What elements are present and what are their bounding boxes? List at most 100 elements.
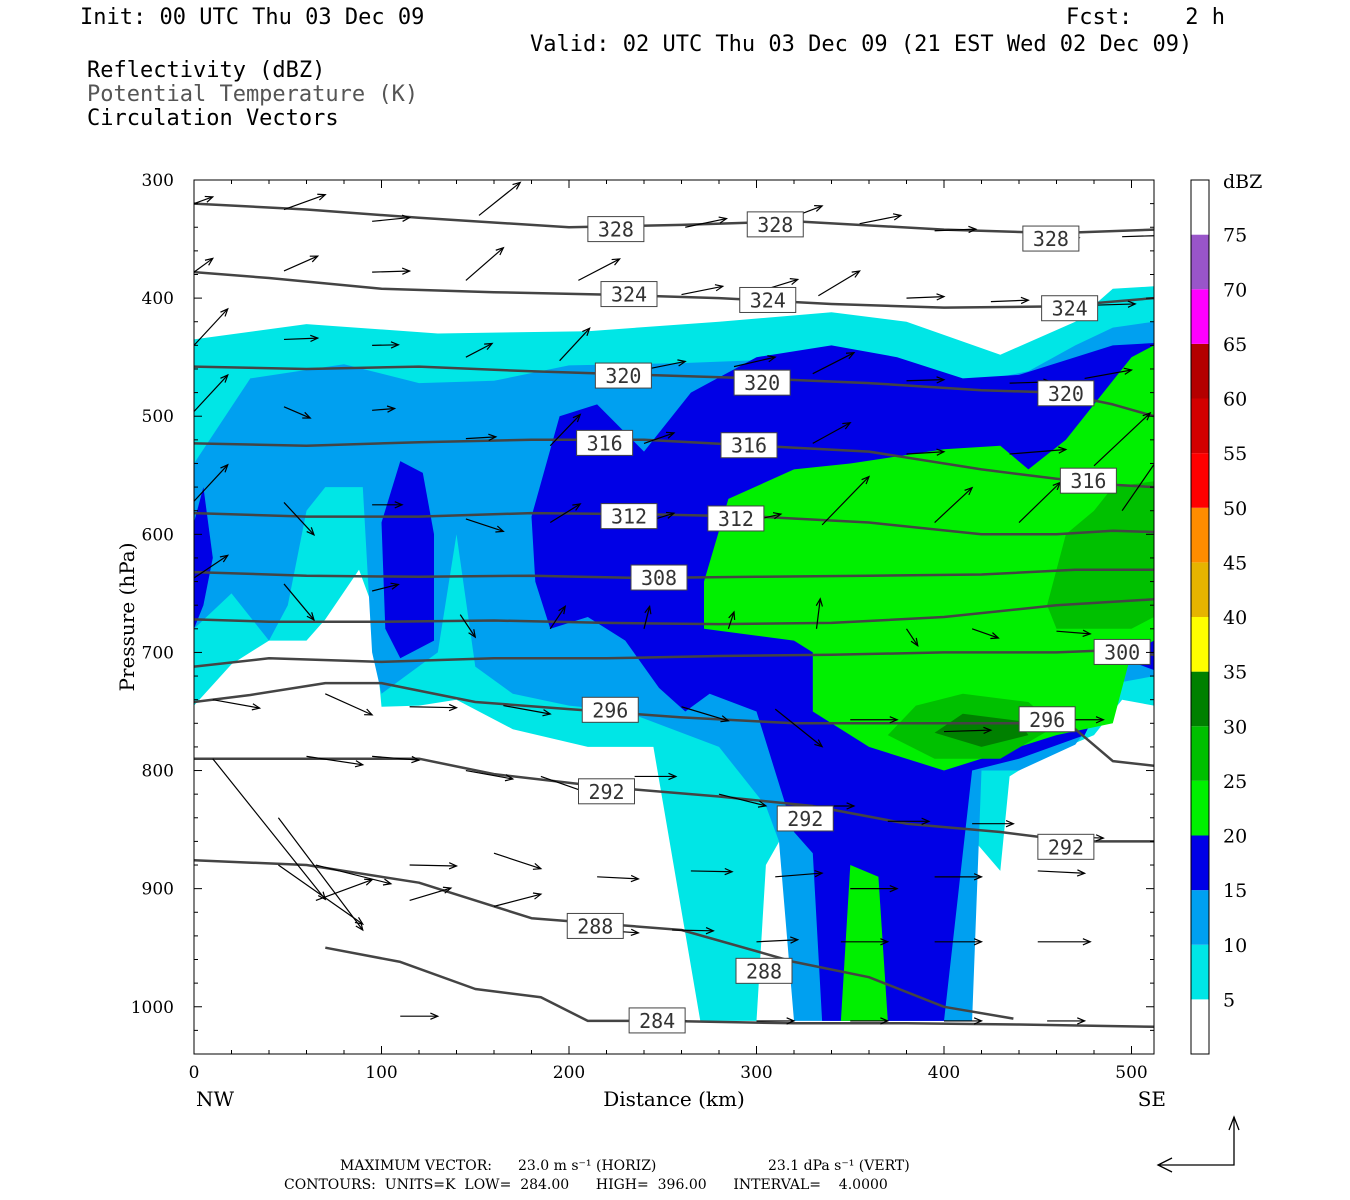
circulation-vector <box>465 246 505 281</box>
contour-label-text: 320 <box>605 364 641 388</box>
contour-label-324: 324 <box>600 281 658 308</box>
circulation-vector <box>503 704 552 717</box>
reflectivity-region-25dbz <box>1047 481 1154 629</box>
vector-head <box>880 938 890 946</box>
circulation-vector <box>459 614 477 639</box>
circulation-vector-layer <box>194 181 1154 1025</box>
vector-shaft <box>1093 412 1151 467</box>
contour-label-box <box>1041 295 1099 322</box>
x-tick-label: 200 <box>553 1063 585 1083</box>
vector-head <box>1077 1017 1087 1025</box>
y-tick-label: 900 <box>142 880 174 900</box>
circulation-vector <box>681 706 730 723</box>
circulation-vector <box>934 873 984 881</box>
vector-shaft <box>578 258 620 281</box>
vector-head <box>394 501 404 509</box>
colorbar-tick-label: 15 <box>1223 880 1247 902</box>
colorbar: 5 10 15 20 25 30 35 40 45 50 55 60 65 70 75 dBZ <box>1190 171 1262 1055</box>
vector-head <box>814 204 824 212</box>
vector-head <box>936 448 946 456</box>
forecast-hour: Fcst: 2 h <box>1066 5 1225 30</box>
contour-label-text: 328 <box>757 213 793 237</box>
vector-head <box>968 225 978 234</box>
contour-label-text: 312 <box>718 507 754 531</box>
contour-label-328: 328 <box>587 216 645 243</box>
circulation-vector <box>775 870 824 878</box>
vector-head <box>386 405 397 413</box>
vector-head <box>504 774 515 782</box>
vector-shaft <box>325 693 373 716</box>
circulation-vector <box>906 376 946 384</box>
contour-label-text: 288 <box>746 959 782 983</box>
vector-shaft <box>372 344 399 346</box>
contour-label-text: 296 <box>1029 708 1065 732</box>
vector-head <box>630 874 640 883</box>
vector-head <box>630 928 640 937</box>
vector-head <box>842 422 852 430</box>
vector-shaft <box>478 181 521 216</box>
circulation-vector <box>371 582 400 592</box>
circulation-vector <box>578 258 621 281</box>
vector-shaft <box>1056 630 1091 635</box>
vector-head <box>310 334 320 343</box>
contour-label-box <box>1093 638 1151 665</box>
circulation-vector <box>315 864 393 886</box>
vector-shaft <box>971 628 999 639</box>
contour-label-text: 316 <box>587 431 623 455</box>
vector-head <box>845 351 856 360</box>
vector-shaft <box>409 706 457 709</box>
x-axis-label: Distance (km) <box>603 1087 745 1111</box>
circulation-vector <box>283 583 315 622</box>
colorbar-tick-label: 60 <box>1223 389 1247 411</box>
circulation-vector <box>549 413 582 447</box>
vector-shaft <box>278 864 364 925</box>
circulation-vector <box>1122 235 1154 238</box>
circulation-vector <box>990 296 1030 305</box>
circulation-vector <box>278 864 365 925</box>
theta-contour-328 <box>194 202 1154 235</box>
colorbar-swatch <box>1191 289 1209 344</box>
vector-shaft <box>465 247 504 281</box>
colorbar-swatch <box>1191 726 1209 781</box>
vector-head <box>1142 411 1152 421</box>
circulation-vector <box>944 1017 984 1025</box>
contour-label-312: 312 <box>707 505 765 532</box>
vector-shaft <box>194 308 229 346</box>
vector-shaft <box>690 870 733 873</box>
vector-head <box>880 1017 890 1025</box>
colorbar-tick-label: 75 <box>1223 225 1247 247</box>
vector-head <box>892 213 903 221</box>
contour-label-layer: 328 328 328 324 324 324 320 320 320 316 316 316 312 3… <box>566 211 1151 1034</box>
circulation-vector <box>194 195 215 205</box>
vector-shaft <box>194 554 229 579</box>
circulation-vector <box>194 463 229 502</box>
y-tick-label: 700 <box>142 643 174 663</box>
contour-label-296: 296 <box>1018 706 1076 733</box>
contour-label-text: 328 <box>1033 227 1069 251</box>
vector-shaft <box>821 476 870 526</box>
vector-head <box>644 604 652 615</box>
contour-label-box <box>707 505 765 532</box>
vector-head <box>921 817 931 825</box>
x-tick-label: 100 <box>365 1063 397 1083</box>
vector-head <box>411 755 421 764</box>
circulation-vector <box>1037 869 1087 877</box>
circulation-vector <box>478 181 522 216</box>
vector-head <box>728 610 736 620</box>
circulation-vector <box>372 267 412 275</box>
vector-shaft <box>1018 482 1061 523</box>
circulation-vector <box>194 307 229 346</box>
vector-shaft <box>812 422 851 444</box>
circulation-vector <box>1056 629 1092 637</box>
contour-label-text: 312 <box>611 505 647 529</box>
vector-head <box>448 862 459 870</box>
vector-head <box>964 486 974 496</box>
vector-head <box>582 327 591 337</box>
colorbar-tick-label: 50 <box>1223 498 1247 520</box>
vector-shaft <box>493 852 542 870</box>
vector-head <box>430 1012 440 1020</box>
vector-head <box>786 1017 796 1025</box>
y-tick-label: 400 <box>142 289 174 309</box>
vector-shaft <box>718 793 767 807</box>
colorbar-frame <box>1190 179 1210 1055</box>
